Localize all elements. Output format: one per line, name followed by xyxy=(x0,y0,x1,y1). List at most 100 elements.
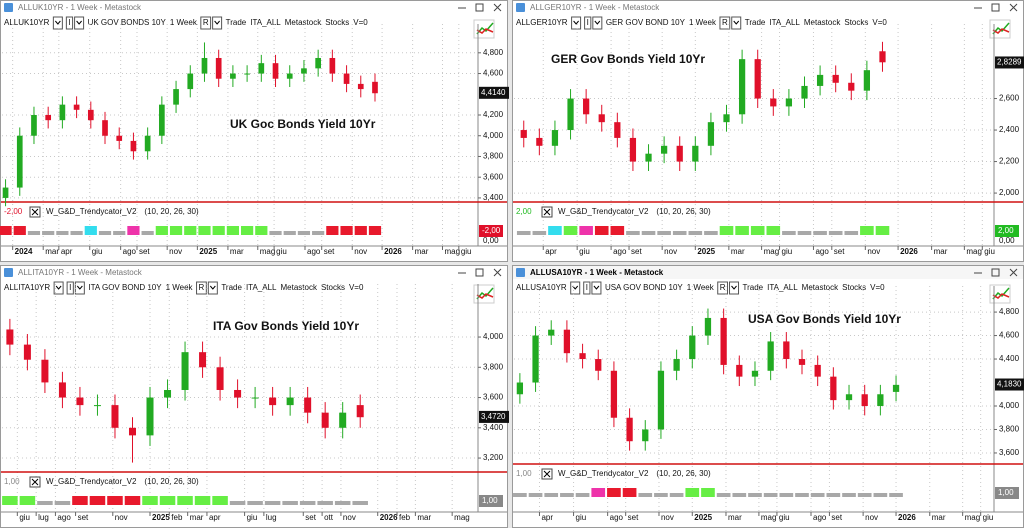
toolbar-box[interactable] xyxy=(66,281,74,295)
y-tick-label: 3,600 xyxy=(483,172,504,181)
app-icon xyxy=(4,3,13,12)
maximize-button[interactable] xyxy=(991,268,1000,277)
close-button[interactable] xyxy=(1009,3,1018,12)
toolbar-box[interactable] xyxy=(200,16,212,30)
chart-window: ALLITA10YR - 1 Week - Metastock ALLITA10Y… xyxy=(0,265,509,528)
candle-body xyxy=(877,394,884,406)
dropdown-button[interactable] xyxy=(207,281,218,295)
maximize-button[interactable] xyxy=(475,3,484,12)
dropdown-button[interactable] xyxy=(731,16,742,30)
candle-body xyxy=(676,145,683,162)
candle-body xyxy=(579,353,586,360)
dropdown-button[interactable] xyxy=(74,281,85,295)
indicator-value: 2,00 xyxy=(516,207,532,216)
toolbar-text: GER GOV BOND 10Y xyxy=(606,18,686,27)
candle-body xyxy=(31,115,37,136)
candle-body xyxy=(614,122,621,138)
candle-body xyxy=(845,394,853,401)
toolbar-box[interactable] xyxy=(196,281,207,295)
dropdown-button[interactable] xyxy=(570,281,581,295)
indicator-name: W_G&D_Trendycator_V2 xyxy=(46,477,137,486)
indicator-value: -2,00 xyxy=(4,207,23,216)
dropdown-button[interactable] xyxy=(571,16,582,30)
trend-state xyxy=(516,231,531,235)
close-button[interactable] xyxy=(1009,268,1018,277)
trend-state xyxy=(748,493,762,497)
trend-state xyxy=(247,501,263,505)
x-tick-label: 2024 xyxy=(15,247,33,256)
toolbar-text: Metastock xyxy=(280,283,317,292)
dropdown-button[interactable] xyxy=(212,16,223,30)
maximize-button[interactable] xyxy=(991,3,1000,12)
x-tick-label: nov xyxy=(867,247,880,256)
x-tick-label: ago xyxy=(307,247,321,256)
dropdown-button[interactable] xyxy=(591,281,602,295)
trend-state xyxy=(528,493,543,497)
trend-state xyxy=(857,493,872,497)
y-tick-label: 4,400 xyxy=(999,354,1020,363)
candle-body xyxy=(76,397,84,406)
toolbar-box[interactable] xyxy=(584,16,592,30)
trend-state xyxy=(844,231,859,235)
y-tick-label: 3,400 xyxy=(483,423,504,432)
trend-state xyxy=(37,501,53,505)
x-tick-label: ago xyxy=(813,513,827,522)
trend-state xyxy=(169,226,183,235)
candle-body xyxy=(863,70,871,91)
dropdown-arrow xyxy=(209,285,216,290)
close-button[interactable] xyxy=(493,268,502,277)
candle-body xyxy=(692,145,699,162)
trend-state xyxy=(701,488,715,497)
indicator-params: (10, 20, 26, 30) xyxy=(656,207,711,216)
trend-state xyxy=(575,493,590,497)
trend-state xyxy=(212,226,225,235)
candle-body xyxy=(642,429,649,442)
x-tick-label: giu xyxy=(19,513,30,522)
indicator-value: 1,00 xyxy=(4,477,20,486)
toolbar-box[interactable] xyxy=(65,16,74,30)
toolbar-box[interactable] xyxy=(583,281,591,295)
dropdown-button[interactable] xyxy=(729,281,740,295)
x-tick-label: mag xyxy=(966,247,982,256)
candle-body xyxy=(629,137,637,162)
candle-body xyxy=(301,68,307,74)
toolbar-box[interactable] xyxy=(719,16,731,30)
x-tick-label: apr xyxy=(209,513,221,522)
trend-state xyxy=(826,493,841,497)
dropdown-button[interactable] xyxy=(53,281,64,295)
x-tick-label: set xyxy=(628,513,639,522)
trend-state xyxy=(56,231,69,235)
candle-body xyxy=(251,397,259,399)
close-button[interactable] xyxy=(493,3,502,12)
y-tick-label: 4,600 xyxy=(999,331,1020,340)
candle-body xyxy=(372,81,378,94)
toolbar-text: Metastock xyxy=(804,18,841,27)
candle-body xyxy=(315,57,321,69)
y-tick-label: 4,600 xyxy=(483,69,504,78)
maximize-button[interactable] xyxy=(475,268,484,277)
x-tick-label: 2025 xyxy=(697,247,715,256)
candle-body xyxy=(102,120,108,136)
trend-state xyxy=(2,496,18,505)
candle-body xyxy=(754,59,761,99)
title-bar xyxy=(1,266,507,279)
x-tick-label: nov xyxy=(115,513,128,522)
trend-state xyxy=(842,493,856,497)
candle-body xyxy=(144,135,151,152)
toolbar-box[interactable] xyxy=(717,281,729,295)
toolbar-text: V=0 xyxy=(353,18,368,27)
x-tick-label: giu xyxy=(779,513,790,522)
dropdown-button[interactable] xyxy=(52,16,63,30)
x-tick-label: 2026 xyxy=(900,247,918,256)
indicator-axis-label: 0,00 xyxy=(483,236,499,245)
x-tick-label: mar xyxy=(934,247,948,256)
trend-state xyxy=(779,493,794,497)
x-tick-label: feb xyxy=(171,513,183,522)
candle-body xyxy=(59,104,66,121)
toolbar-text: I xyxy=(586,283,588,292)
x-tick-label: set xyxy=(139,247,150,256)
toolbar-text: ITA_ALL xyxy=(767,283,798,292)
dropdown-button[interactable] xyxy=(592,16,603,30)
y-tick-label: 3,200 xyxy=(483,453,504,462)
dropdown-button[interactable] xyxy=(74,16,85,30)
